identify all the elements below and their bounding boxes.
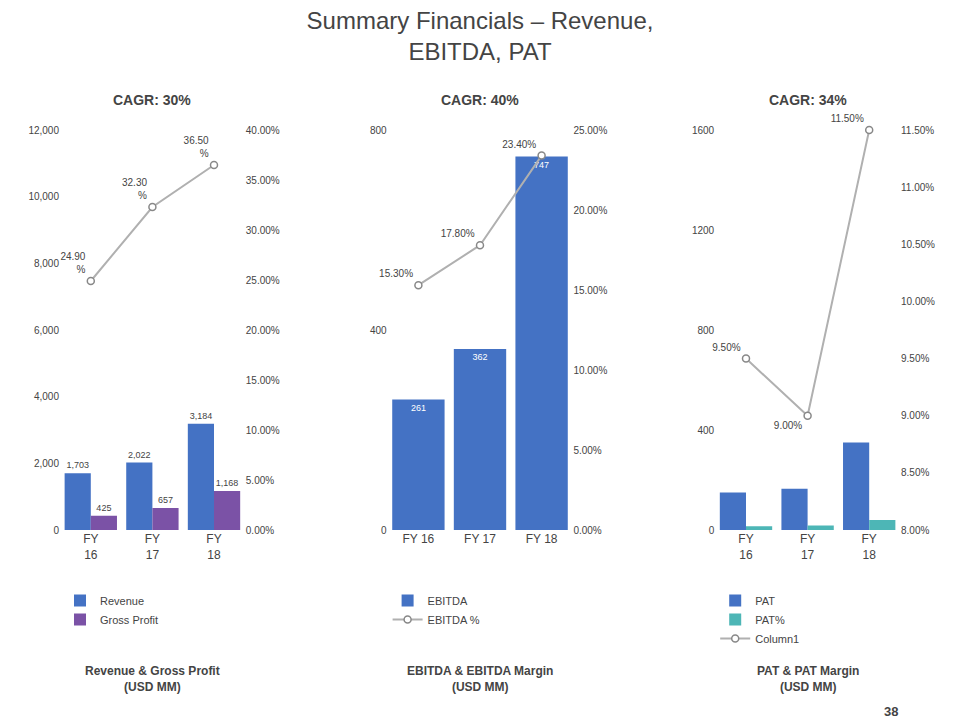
svg-text:0: 0 <box>53 525 59 536</box>
svg-text:FY16: FY16 <box>83 532 98 562</box>
svg-text:1,168: 1,168 <box>216 478 239 488</box>
svg-text:38: 38 <box>884 704 898 719</box>
svg-text:30.00%: 30.00% <box>246 225 280 236</box>
svg-text:23.40%: 23.40% <box>502 139 536 150</box>
svg-text:Gross Profit: Gross Profit <box>100 614 158 626</box>
svg-text:17.80%: 17.80% <box>441 228 475 239</box>
svg-text:FY 17: FY 17 <box>464 532 496 546</box>
svg-text:FY18: FY18 <box>206 532 221 562</box>
svg-text:0.00%: 0.00% <box>573 525 601 536</box>
svg-text:2,022: 2,022 <box>128 450 151 460</box>
svg-text:10.00%: 10.00% <box>901 296 935 307</box>
svg-text:425: 425 <box>96 503 111 513</box>
svg-text:EBITDA & EBITDA Margin(USD MM): EBITDA & EBITDA Margin(USD MM) <box>407 664 553 694</box>
svg-text:20.00%: 20.00% <box>246 325 280 336</box>
svg-text:1600: 1600 <box>692 125 715 136</box>
svg-text:24.90%: 24.90% <box>60 251 85 275</box>
svg-text:25.00%: 25.00% <box>246 275 280 286</box>
svg-text:36.50%: 36.50% <box>184 135 209 159</box>
svg-text:6,000: 6,000 <box>34 325 59 336</box>
svg-text:CAGR: 34%: CAGR: 34% <box>769 92 847 108</box>
svg-text:400: 400 <box>698 425 715 436</box>
svg-text:10,000: 10,000 <box>28 191 59 202</box>
svg-text:11.00%: 11.00% <box>901 182 934 193</box>
svg-text:3,184: 3,184 <box>190 411 213 421</box>
svg-text:Revenue: Revenue <box>100 595 144 607</box>
svg-text:0: 0 <box>381 525 387 536</box>
svg-text:32.30%: 32.30% <box>122 177 147 201</box>
svg-text:20.00%: 20.00% <box>573 205 607 216</box>
svg-text:10.50%: 10.50% <box>901 239 935 250</box>
svg-text:1,703: 1,703 <box>66 460 89 470</box>
svg-text:747: 747 <box>534 160 549 170</box>
svg-text:9.50%: 9.50% <box>712 342 740 353</box>
svg-text:Summary Financials – Revenue,E: Summary Financials – Revenue,EBITDA, PAT <box>307 7 654 65</box>
svg-text:9.00%: 9.00% <box>901 410 929 421</box>
svg-text:EBITDA: EBITDA <box>428 595 468 607</box>
svg-text:CAGR: 40%: CAGR: 40% <box>441 92 519 108</box>
svg-text:0: 0 <box>709 525 715 536</box>
svg-text:8.00%: 8.00% <box>901 525 929 536</box>
svg-text:FY16: FY16 <box>738 532 753 562</box>
svg-text:362: 362 <box>472 352 487 362</box>
svg-text:9.00%: 9.00% <box>774 420 802 431</box>
svg-text:1200: 1200 <box>692 225 715 236</box>
svg-text:FY18: FY18 <box>862 532 877 562</box>
svg-text:15.00%: 15.00% <box>573 285 607 296</box>
svg-text:9.50%: 9.50% <box>901 353 929 364</box>
svg-text:2,000: 2,000 <box>34 458 59 469</box>
svg-text:12,000: 12,000 <box>28 125 59 136</box>
svg-text:800: 800 <box>698 325 715 336</box>
svg-text:Column1: Column1 <box>755 633 799 645</box>
svg-text:40.00%: 40.00% <box>246 125 280 136</box>
svg-text:PAT & PAT Margin(USD MM): PAT & PAT Margin(USD MM) <box>757 664 859 694</box>
svg-text:5.00%: 5.00% <box>573 445 601 456</box>
svg-text:15.00%: 15.00% <box>246 375 280 386</box>
svg-text:8.50%: 8.50% <box>901 467 929 478</box>
svg-text:FY 16: FY 16 <box>402 532 434 546</box>
svg-text:FY 18: FY 18 <box>526 532 558 546</box>
svg-text:10.00%: 10.00% <box>573 365 607 376</box>
svg-text:Revenue & Gross Profit(USD MM): Revenue & Gross Profit(USD MM) <box>85 664 220 694</box>
svg-text:0.00%: 0.00% <box>246 525 274 536</box>
svg-text:PAT%: PAT% <box>755 614 785 626</box>
svg-text:400: 400 <box>370 325 387 336</box>
svg-text:5.00%: 5.00% <box>246 475 274 486</box>
svg-text:4,000: 4,000 <box>34 391 59 402</box>
svg-text:11.50%: 11.50% <box>901 125 934 136</box>
svg-text:CAGR: 30%: CAGR: 30% <box>113 92 191 108</box>
svg-text:261: 261 <box>411 403 426 413</box>
svg-text:10.00%: 10.00% <box>246 425 280 436</box>
svg-text:PAT: PAT <box>755 595 775 607</box>
svg-text:8,000: 8,000 <box>34 258 59 269</box>
svg-text:11.50%: 11.50% <box>831 113 864 124</box>
svg-text:25.00%: 25.00% <box>573 125 607 136</box>
svg-text:35.00%: 35.00% <box>246 175 280 186</box>
svg-text:657: 657 <box>158 495 173 505</box>
svg-text:800: 800 <box>370 125 387 136</box>
svg-text:EBITDA %: EBITDA % <box>428 614 480 626</box>
svg-text:FY17: FY17 <box>145 532 160 562</box>
svg-text:FY17: FY17 <box>800 532 815 562</box>
svg-text:15.30%: 15.30% <box>379 268 413 279</box>
